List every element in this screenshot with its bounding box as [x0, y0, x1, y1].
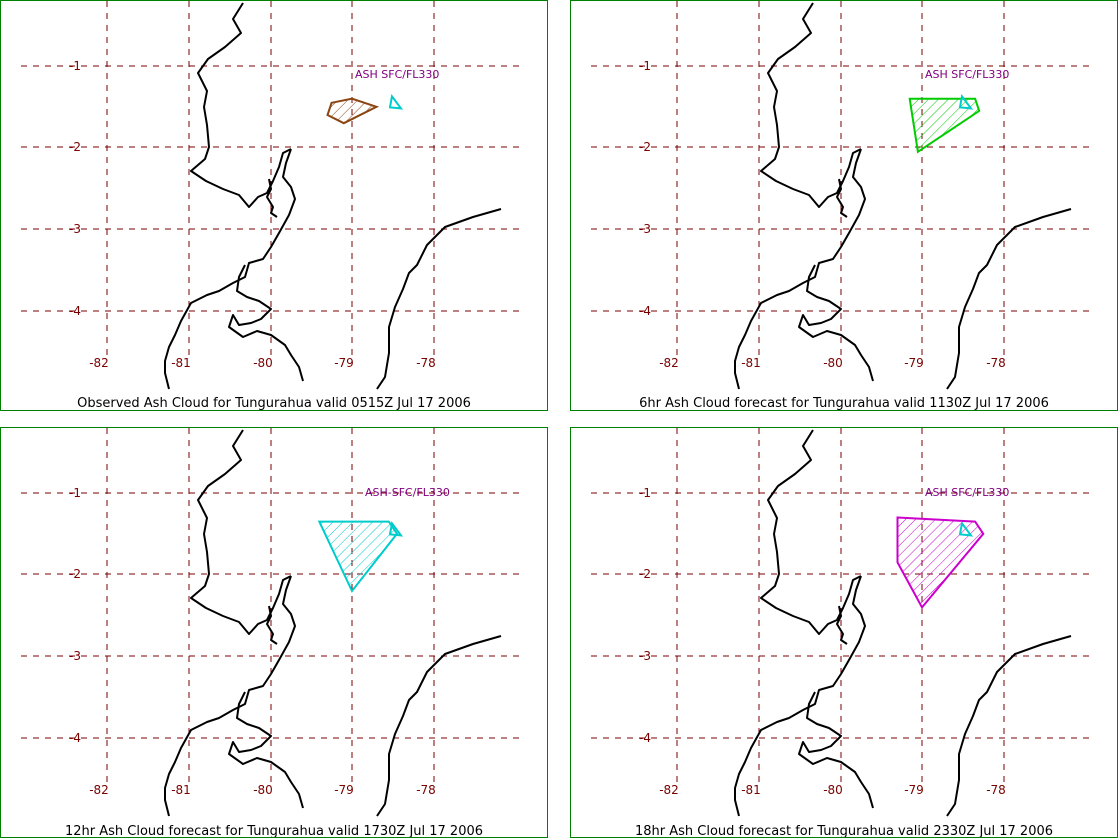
coastline [164, 575, 296, 817]
panel-forecast-6hr: -82 -81 -80 -79 -78 -1 -2 -3 -4 ASH SFC/FL330 6hr… [570, 0, 1118, 411]
lat-tick-label: -3 [69, 222, 81, 236]
coastline [376, 208, 502, 390]
panel-caption: 6hr Ash Cloud forecast for Tungurahua va… [639, 396, 1049, 411]
lat-tick-label: -4 [639, 731, 651, 745]
lon-tick-label: -79 [334, 783, 354, 797]
lon-tick-label: -82 [659, 356, 679, 370]
coastline [760, 429, 862, 635]
coastline [190, 429, 292, 635]
panel-forecast-18hr: -82 -81 -80 -79 -78 -1 -2 -3 -4 ASH SFC/FL330 18h… [570, 427, 1118, 838]
lon-tick-label: -79 [334, 356, 354, 370]
lon-tick-label: -82 [659, 783, 679, 797]
volcano-vent-marker [958, 93, 974, 110]
lon-tick-label: -78 [986, 783, 1006, 797]
cloud-label: ASH SFC/FL330 [355, 68, 439, 81]
graticule [591, 1, 1091, 361]
coastline [164, 148, 296, 390]
coastline [798, 264, 874, 382]
lon-tick-label: -82 [89, 356, 109, 370]
lon-tick-label: -82 [89, 783, 109, 797]
lat-tick-label: -2 [639, 140, 651, 154]
cloud-label: ASH SFC/FL330 [925, 68, 1009, 81]
volcano-vent-marker [958, 520, 974, 537]
coastline [376, 635, 502, 817]
lat-tick-label: -3 [639, 222, 651, 236]
coastline [266, 605, 278, 645]
lat-tick-label: -4 [69, 304, 81, 318]
coastline [266, 178, 278, 218]
coastline [734, 148, 866, 390]
graticule [21, 1, 521, 361]
coastline [946, 208, 1072, 390]
volcano-vent-marker [388, 520, 404, 537]
lon-tick-label: -79 [904, 356, 924, 370]
map-forecast-6hr: -82 -81 -80 -79 -78 -1 -2 -3 -4 ASH SFC/FL330 [591, 1, 1091, 390]
ash-cloud-polygon [896, 516, 985, 610]
lat-tick-label: -2 [69, 140, 81, 154]
lat-tick-label: -1 [639, 59, 651, 73]
lon-tick-label: -78 [416, 356, 436, 370]
panel-caption: Observed Ash Cloud for Tungurahua valid … [77, 396, 471, 411]
cloud-label: ASH-SFC/FL330 [365, 486, 450, 499]
coastline [734, 575, 866, 817]
lon-tick-label: -79 [904, 783, 924, 797]
lon-tick-label: -80 [823, 356, 843, 370]
lat-tick-label: -3 [69, 649, 81, 663]
coastline [798, 691, 874, 809]
lat-tick-label: -2 [69, 567, 81, 581]
coastline [836, 605, 848, 645]
coastline [228, 691, 304, 809]
lon-tick-label: -81 [741, 783, 761, 797]
lon-tick-label: -80 [253, 783, 273, 797]
coastline [228, 264, 304, 382]
lon-tick-label: -80 [823, 783, 843, 797]
lat-tick-label: -4 [639, 304, 651, 318]
lat-tick-label: -4 [69, 731, 81, 745]
coastline [760, 2, 862, 208]
ash-cloud-polygon [326, 97, 380, 125]
ash-cloud-polygon [908, 97, 981, 154]
lon-tick-label: -78 [986, 356, 1006, 370]
coastline [190, 2, 292, 208]
coastline [836, 178, 848, 218]
map-forecast-18hr: -82 -81 -80 -79 -78 -1 -2 -3 -4 ASH SFC/FL330 [591, 428, 1091, 817]
coastline [946, 635, 1072, 817]
panel-observed: -82 -81 -80 -79 -78 -1 -2 -3 -4 ASH SFC/FL330 Obs… [0, 0, 548, 411]
panel-caption: 12hr Ash Cloud forecast for Tungurahua v… [64, 824, 484, 838]
lon-tick-label: -81 [171, 783, 191, 797]
panel-forecast-12hr: -82 -81 -80 -79 -78 -1 -2 -3 -4 ASH-SFC/FL330 12h… [0, 427, 548, 838]
map-observed: -82 -81 -80 -79 -78 -1 -2 -3 -4 ASH SFC/FL330 [21, 1, 521, 390]
lon-tick-label: -81 [741, 356, 761, 370]
lon-tick-label: -78 [416, 783, 436, 797]
ash-cloud-polygon [317, 520, 399, 593]
graticule [591, 428, 1091, 788]
cloud-label: ASH SFC/FL330 [925, 486, 1009, 499]
map-forecast-12hr: -82 -81 -80 -79 -78 -1 -2 -3 -4 ASH-SFC/FL330 [21, 428, 521, 817]
lat-tick-label: -3 [639, 649, 651, 663]
lat-tick-label: -1 [69, 59, 81, 73]
graticule [21, 428, 521, 788]
lon-tick-label: -80 [253, 356, 273, 370]
panel-caption: 18hr Ash Cloud forecast for Tungurahua v… [634, 824, 1054, 838]
lat-tick-label: -1 [639, 486, 651, 500]
volcano-vent-marker [388, 93, 404, 110]
lon-tick-label: -81 [171, 356, 191, 370]
lat-tick-label: -2 [639, 567, 651, 581]
lat-tick-label: -1 [69, 486, 81, 500]
